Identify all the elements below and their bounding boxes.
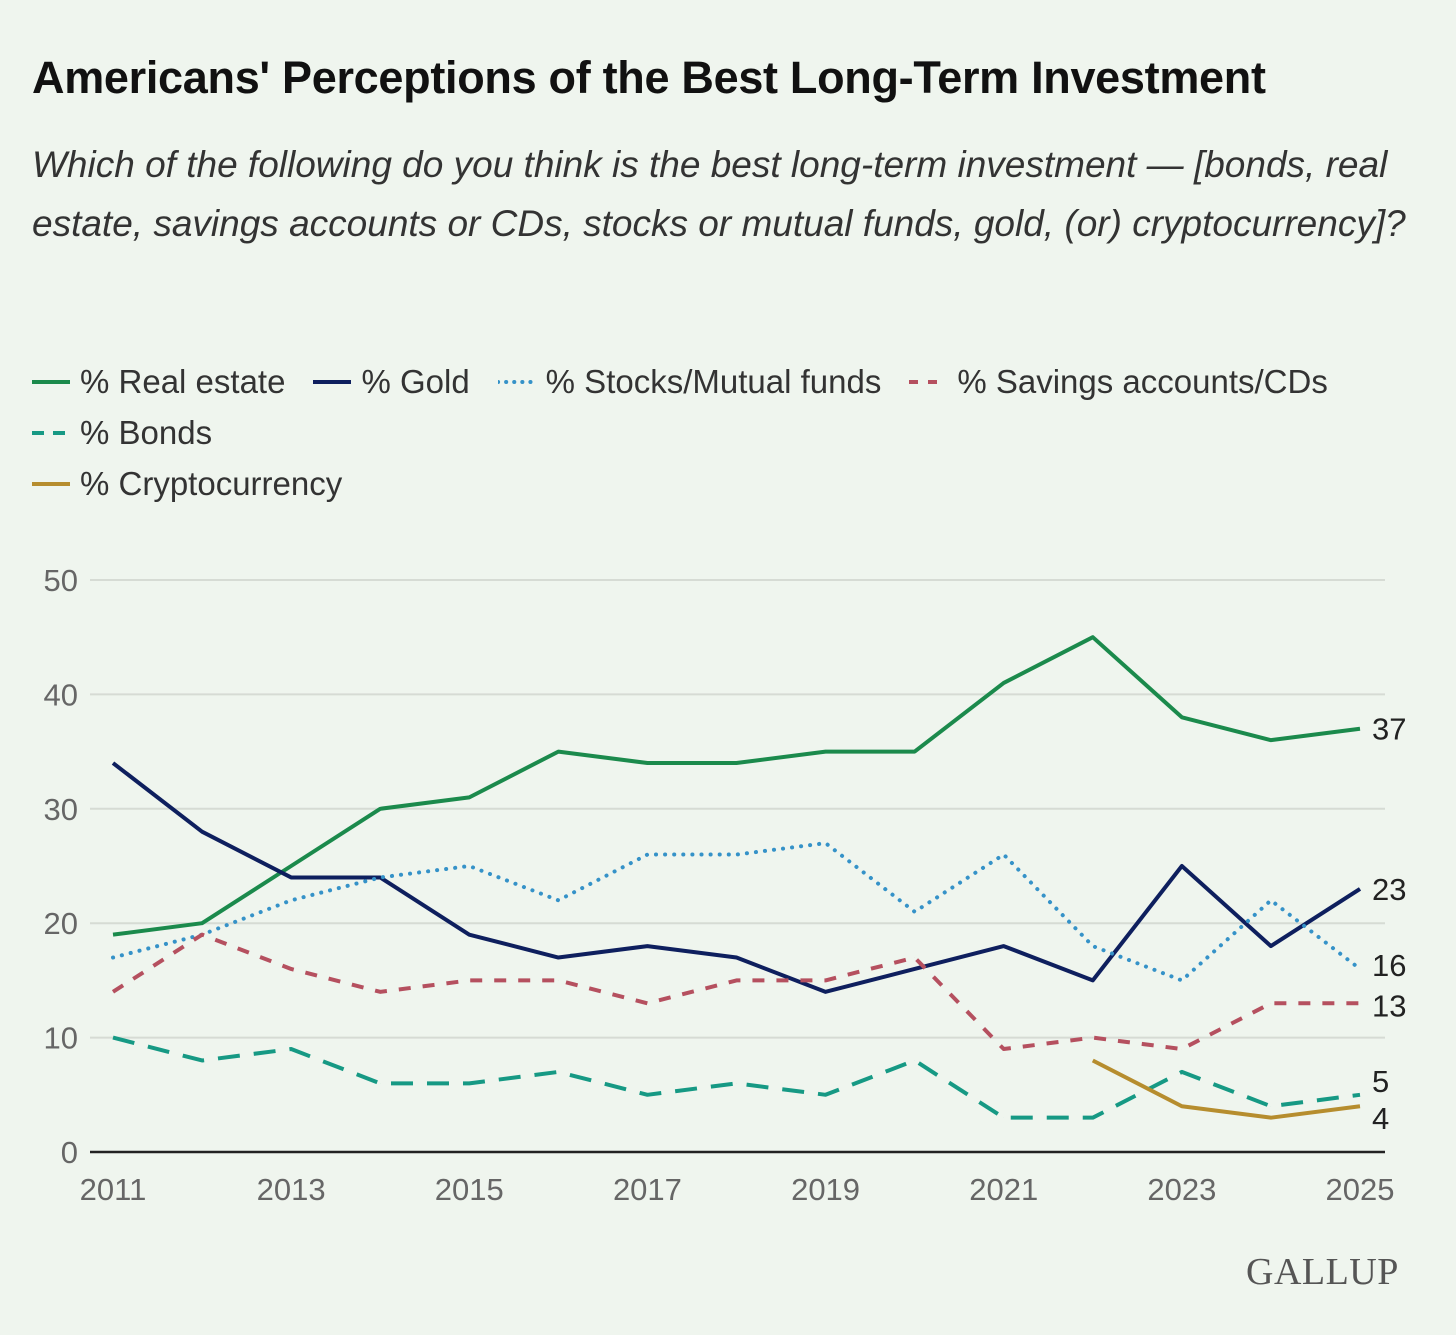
gallup-logo: GALLUP [1246, 1251, 1399, 1293]
end-label: 23 [1372, 872, 1406, 907]
series-line-5 [1091, 1058, 1361, 1120]
legend-label: % Cryptocurrency [80, 464, 343, 502]
legend-item-bonds: % Bonds [32, 414, 212, 452]
legend-swatch [909, 379, 948, 384]
x-tick-label: 2017 [613, 1172, 682, 1207]
y-tick-label: 20 [44, 906, 78, 941]
legend-label: % Bonds [80, 413, 213, 451]
legend-label: % Stocks/Mutual funds [545, 362, 882, 400]
legend-swatch [32, 481, 70, 486]
x-tick-label: 2011 [80, 1172, 147, 1207]
legend-swatch [32, 430, 70, 435]
x-tick-label: 2023 [1147, 1172, 1216, 1207]
y-tick-label: 50 [44, 563, 78, 598]
y-tick-label: 30 [44, 792, 78, 827]
end-label: 16 [1372, 948, 1406, 983]
legend-item-gold: % Gold [313, 362, 470, 401]
end-label: 4 [1372, 1101, 1389, 1136]
series-line-4 [112, 1035, 1361, 1120]
legend-swatch [313, 379, 352, 384]
end-label: 37 [1372, 712, 1406, 747]
series-line-0 [112, 635, 1361, 937]
legend-swatch [497, 379, 538, 384]
x-tick-label: 2019 [791, 1172, 860, 1207]
chart-title: Americans' Perceptions of the Best Long-… [32, 52, 1266, 103]
series-line-2 [111, 841, 1362, 983]
y-tick-label: 0 [61, 1135, 78, 1170]
legend-label: % Real estate [80, 362, 286, 400]
legend: % Real estate % Gold % Stocks/Mutual fun… [32, 356, 1432, 509]
legend-label: % Gold [361, 362, 470, 400]
end-label: 5 [1372, 1064, 1389, 1099]
legend-label: % Savings accounts/CDs [957, 362, 1328, 400]
chart-subtitle: Which of the following do you think is t… [32, 144, 1406, 244]
x-tick-label: 2015 [435, 1172, 504, 1207]
x-tick-label: 2013 [257, 1172, 326, 1207]
legend-item-stocks: % Stocks/Mutual funds [497, 362, 882, 401]
series-line-3 [111, 932, 1360, 1052]
legend-swatch [32, 379, 70, 384]
legend-item-savings: % Savings accounts/CDs [909, 363, 1328, 401]
end-label: 13 [1372, 988, 1406, 1023]
y-tick-label: 40 [44, 677, 78, 712]
x-tick-label: 2025 [1326, 1172, 1395, 1207]
legend-item-real-estate: % Real estate [32, 363, 285, 401]
x-tick-label: 2021 [969, 1172, 1038, 1207]
y-tick-label: 10 [44, 1021, 78, 1056]
legend-item-crypto: % Cryptocurrency [32, 465, 342, 503]
